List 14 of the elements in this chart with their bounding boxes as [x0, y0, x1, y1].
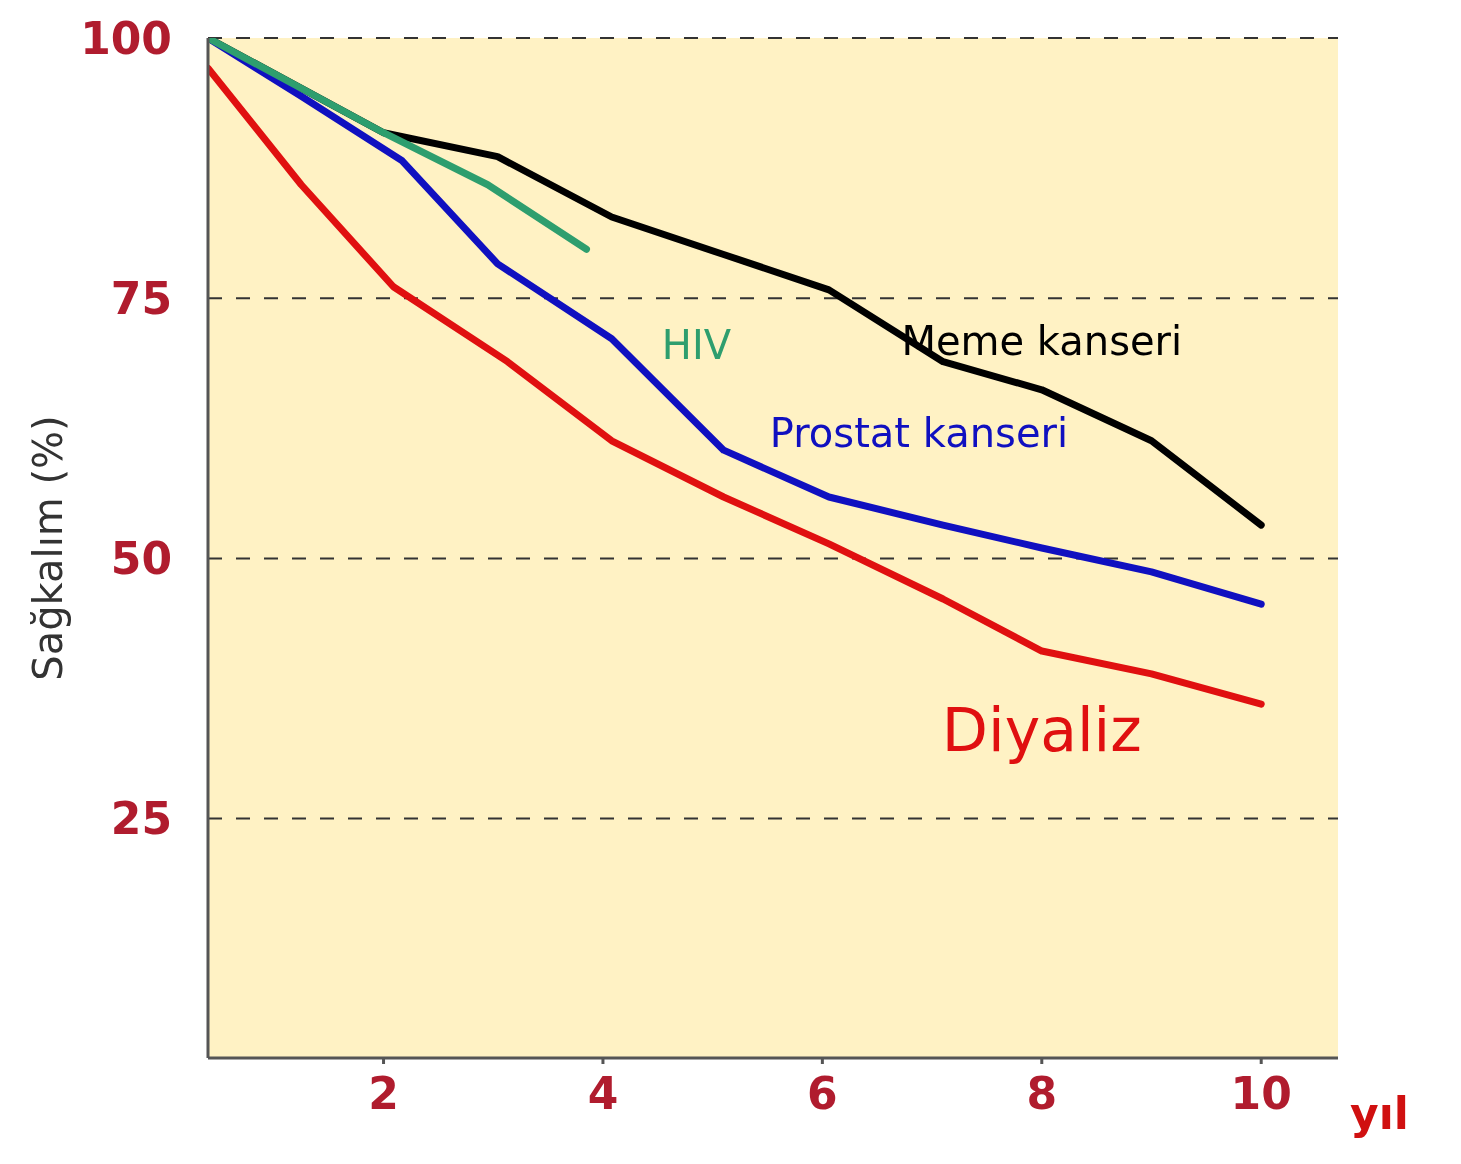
x-axis-title: yıl [1350, 1087, 1409, 1139]
series-label: Diyaliz [941, 695, 1142, 766]
series-label: Prostat kanseri [769, 410, 1069, 456]
y-tick-label: 75 [110, 272, 172, 324]
text: HIV [661, 322, 732, 369]
x-tick-label: 4 [587, 1068, 619, 1120]
y-tick-label: 100 [80, 12, 172, 64]
y-tick-label: 25 [110, 793, 172, 845]
y-axis-title: Sağkalım (%) [25, 415, 72, 681]
x-tick-label: 10 [1230, 1068, 1292, 1120]
x-tick-label: 8 [1026, 1068, 1058, 1120]
x-tick-label: 2 [368, 1068, 399, 1120]
x-tick-label: 6 [807, 1068, 838, 1120]
y-tick-label: 50 [110, 533, 172, 585]
